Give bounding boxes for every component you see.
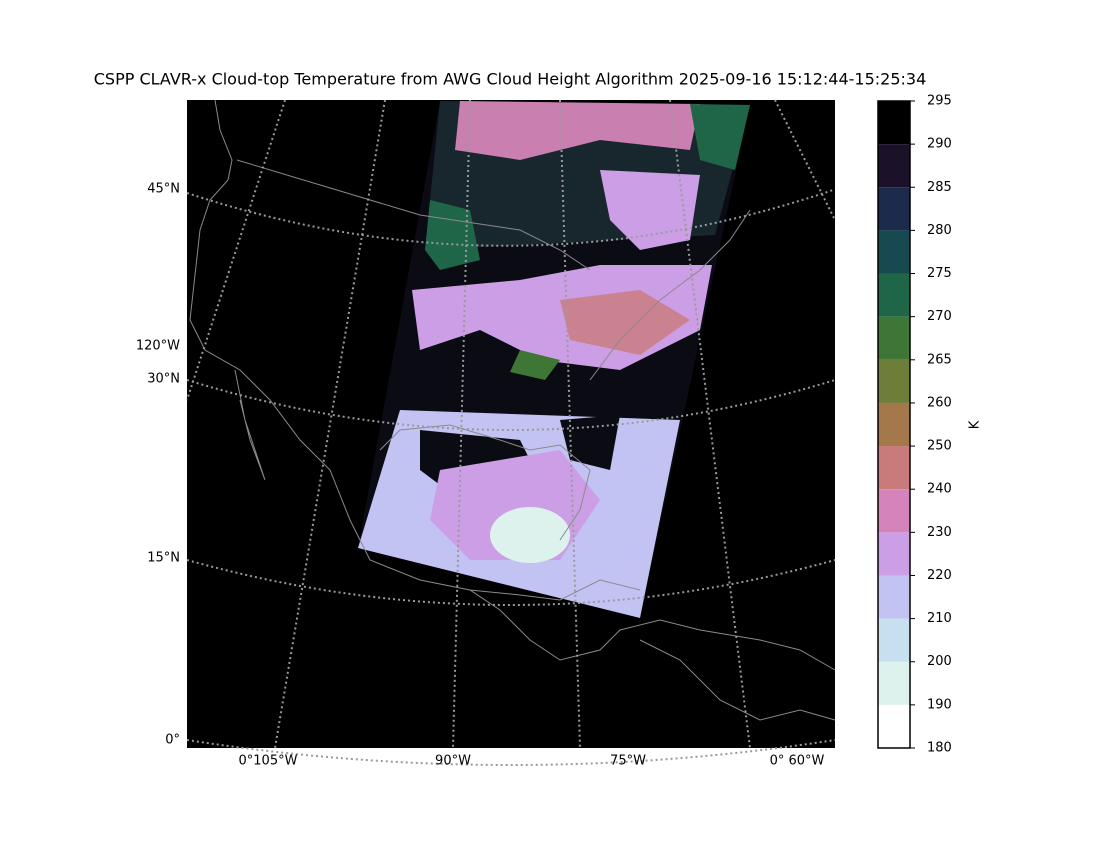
colorbar-tick-label: 250 bbox=[927, 439, 952, 454]
coastlines bbox=[189, 99, 836, 721]
colorbar-tick-label: 280 bbox=[927, 223, 952, 238]
colorbar-tick-label: 220 bbox=[927, 568, 952, 583]
lat-label: 15°N bbox=[147, 551, 180, 566]
colorbar-segment bbox=[878, 704, 910, 748]
lon-label: 120°W bbox=[136, 339, 180, 354]
colorbar-segment bbox=[878, 187, 910, 231]
colorbar-segment bbox=[878, 661, 910, 705]
colorbar-tick-label: 240 bbox=[927, 482, 952, 497]
colorbar-tick-label: 270 bbox=[927, 309, 952, 324]
colorbar-segment bbox=[878, 618, 910, 662]
lon-label: 75°W bbox=[610, 754, 646, 769]
colorbar-tick-label: 290 bbox=[927, 137, 952, 152]
lat-label: 0° bbox=[165, 733, 180, 748]
colorbar-tick-label: 285 bbox=[927, 180, 952, 195]
lon-label: 90°W bbox=[435, 754, 471, 769]
colorbar-segment bbox=[878, 101, 910, 145]
map bbox=[186, 99, 836, 766]
colorbar-segment bbox=[878, 316, 910, 360]
graticule bbox=[186, 99, 836, 766]
colorbar: 180 190 200 210 220 230 240 250 260 265 270 275 280 2… bbox=[877, 94, 952, 756]
colorbar-tick-label: 295 bbox=[927, 94, 952, 109]
lat-label: 30°N bbox=[147, 372, 180, 387]
colorbar-label: K bbox=[968, 420, 983, 429]
colorbar-segment bbox=[878, 446, 910, 490]
colorbar-tick-label: 275 bbox=[927, 266, 952, 281]
colorbar-segment bbox=[878, 489, 910, 533]
lon-label: 0° 60°W bbox=[770, 754, 825, 769]
colorbar-tick-label: 200 bbox=[927, 654, 952, 669]
colorbar-segment bbox=[878, 144, 910, 188]
colorbar-segment bbox=[878, 575, 910, 619]
colorbar-tick-label: 190 bbox=[927, 697, 952, 712]
colorbar-segment bbox=[878, 532, 910, 576]
lon-label: 0°105°W bbox=[239, 754, 298, 769]
satellite-swath bbox=[358, 101, 750, 618]
colorbar-segment bbox=[878, 402, 910, 447]
colorbar-segment bbox=[878, 273, 910, 317]
colorbar-segment bbox=[878, 359, 910, 403]
colorbar-tick-label: 180 bbox=[927, 741, 952, 756]
colorbar-segment bbox=[878, 230, 910, 274]
colorbar-tick-label: 230 bbox=[927, 525, 952, 540]
colorbar-tick-label: 260 bbox=[927, 395, 952, 410]
colorbar-tick-label: 265 bbox=[927, 352, 952, 367]
map-title: CSPP CLAVR-x Cloud-top Temperature from … bbox=[94, 70, 927, 89]
lat-label: 45°N bbox=[147, 182, 180, 197]
colorbar-frame bbox=[877, 100, 911, 749]
colorbar-tick-label: 210 bbox=[927, 611, 952, 626]
